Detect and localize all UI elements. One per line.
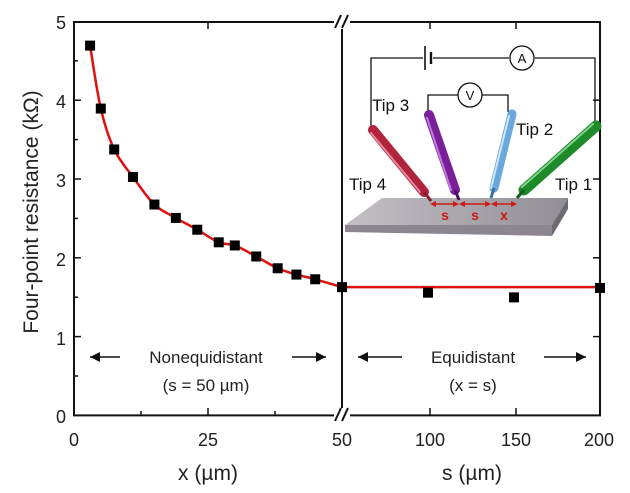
data-point xyxy=(109,144,120,155)
tip-label-3: Tip 3 xyxy=(372,96,409,115)
axis-break-bottom xyxy=(334,407,350,422)
ammeter-icon: A xyxy=(509,45,535,71)
y-axis-label: Four-point resistance (kΩ) xyxy=(20,90,43,333)
ammeter-label: A xyxy=(518,51,527,66)
tip-label-2: Tip 2 xyxy=(516,120,553,139)
data-point xyxy=(213,237,224,248)
probe-tip-4 xyxy=(368,125,433,202)
spacing-label: x xyxy=(500,207,508,223)
data-point xyxy=(423,287,433,298)
data-point xyxy=(251,251,262,262)
data-point xyxy=(337,282,347,293)
x-tick-label: 150 xyxy=(501,430,531,450)
axis-break-top xyxy=(334,14,350,29)
spacing-arrows xyxy=(430,201,517,207)
tip-label-1: Tip 1 xyxy=(555,175,592,194)
probe-schematic-inset: A V xyxy=(345,45,602,236)
y-tick-label: 1 xyxy=(56,329,66,349)
x-tick-label: 0 xyxy=(69,430,79,450)
data-point xyxy=(95,103,106,114)
region-annotation-right: Equidistant (x = s) xyxy=(358,348,586,395)
region-annotation-left: Nonequidistant (s = 50 µm) xyxy=(90,348,326,395)
x-tick-label: 200 xyxy=(584,430,614,450)
data-point xyxy=(229,240,240,251)
series-equidistant xyxy=(423,282,605,303)
condition-label-nonequidistant: (s = 50 µm) xyxy=(163,376,250,395)
y-tick-label: 4 xyxy=(56,92,66,112)
data-point xyxy=(310,274,321,285)
voltmeter-icon: V xyxy=(457,82,483,108)
probe-tip-2 xyxy=(489,109,517,199)
data-point xyxy=(272,263,283,274)
y-tick-label: 0 xyxy=(56,407,66,427)
region-label-equidistant: Equidistant xyxy=(431,348,515,367)
fit-curve-nonequidistant xyxy=(88,45,343,289)
x-tick-label: 50 xyxy=(332,430,352,450)
x-axis-label-right: s (µm) xyxy=(442,462,502,485)
y-tick-label: 2 xyxy=(56,250,66,270)
data-point xyxy=(85,40,96,51)
tip-label-4: Tip 4 xyxy=(349,175,386,194)
data-point xyxy=(192,224,203,235)
y-tick-label: 3 xyxy=(56,171,66,191)
x-tick-label: 25 xyxy=(198,430,218,450)
x-tick-label: 100 xyxy=(415,430,445,450)
spacing-label: s xyxy=(471,207,479,223)
probe-tip-3 xyxy=(424,110,461,201)
data-point xyxy=(149,199,160,210)
probe-tip-1 xyxy=(515,120,602,199)
region-label-nonequidistant: Nonequidistant xyxy=(149,348,263,367)
voltmeter-label: V xyxy=(466,88,475,103)
data-point xyxy=(127,171,138,182)
data-point xyxy=(291,269,302,280)
battery-icon xyxy=(424,46,433,70)
spacing-label: s xyxy=(441,207,449,223)
data-point xyxy=(509,292,519,303)
data-point xyxy=(595,282,605,293)
y-tick-label: 5 xyxy=(56,13,66,33)
condition-label-equidistant: (x = s) xyxy=(449,376,497,395)
x-axis-label-left: x (µm) xyxy=(178,462,238,485)
data-point xyxy=(170,212,181,223)
series-nonequidistant xyxy=(85,40,347,293)
